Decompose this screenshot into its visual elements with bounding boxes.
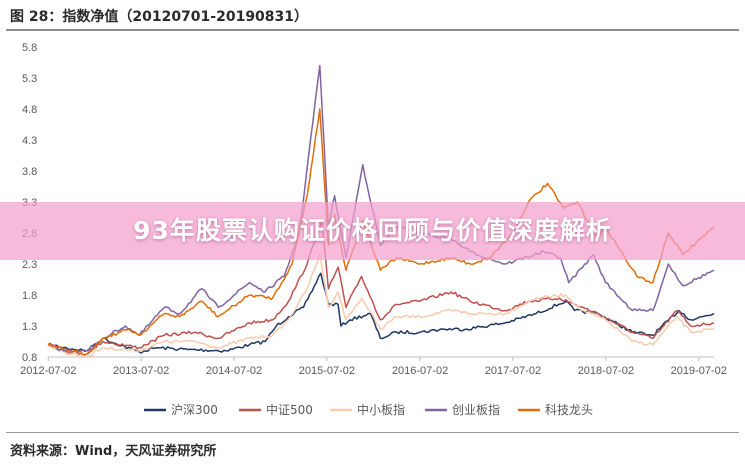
y-tick-label: 4.8 xyxy=(22,104,37,116)
legend-label: 沪深300 xyxy=(171,403,218,417)
x-tick-label: 2012-07-02 xyxy=(20,365,76,377)
y-tick-label: 5.3 xyxy=(22,73,37,85)
y-tick-label: 0.8 xyxy=(22,352,37,364)
y-tick-label: 4.3 xyxy=(22,135,37,147)
x-tick-label: 2016-07-02 xyxy=(392,365,448,377)
source-note: 资料来源：Wind，天风证券研究所 xyxy=(10,444,217,459)
overlay-banner: 93年股票认购证价格回顾与价值深度解析 xyxy=(0,202,745,260)
legend-label: 创业板指 xyxy=(452,402,500,417)
banner-text: 93年股票认购证价格回顾与价值深度解析 xyxy=(133,216,612,245)
legend-label: 中证500 xyxy=(266,402,313,417)
x-tick-label: 2018-07-02 xyxy=(578,365,634,377)
y-tick-label: 2.3 xyxy=(22,259,37,271)
x-tick-label: 2019-07-02 xyxy=(671,365,727,377)
y-tick-label: 1.8 xyxy=(22,290,37,302)
series-line xyxy=(47,253,715,358)
legend-label: 中小板指 xyxy=(357,402,405,417)
series-line xyxy=(47,272,715,354)
source-divider xyxy=(6,432,739,433)
chart-title: 图 28：指数净值（20120701-20190831） xyxy=(10,9,309,25)
x-tick-label: 2015-07-02 xyxy=(299,365,355,377)
y-tick-label: 3.8 xyxy=(22,166,37,178)
y-tick-label: 1.3 xyxy=(22,321,37,333)
x-tick-label: 2014-07-02 xyxy=(206,365,262,377)
x-tick-label: 2017-07-02 xyxy=(485,365,541,377)
title-divider xyxy=(6,29,739,31)
legend-label: 科技龙头 xyxy=(545,403,593,417)
x-tick-label: 2013-07-02 xyxy=(113,365,169,377)
y-tick-label: 5.8 xyxy=(22,42,37,54)
chart-legend: 沪深300 中证500 中小板指 创业板指 科技龙头 xyxy=(144,402,593,417)
